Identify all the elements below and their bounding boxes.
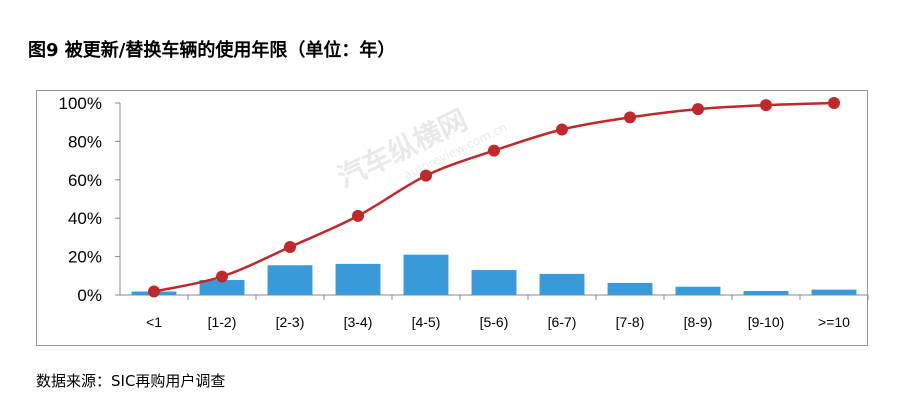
line-point [692,103,704,116]
bar [267,265,313,295]
line-point [216,270,228,283]
y-tick-label: 40% [68,209,102,228]
x-tick-label: [3-4) [344,314,373,330]
x-tick-label: <1 [146,314,162,330]
x-tick-label: [5-6) [480,314,509,330]
x-tick-label: [4-5) [412,314,441,330]
y-tick-label: 60% [68,171,102,190]
y-tick-label: 0% [77,286,102,305]
x-tick-label: [9-10) [748,314,785,330]
y-tick-label: 20% [68,248,102,267]
line-point [828,97,840,109]
bar [675,286,721,295]
data-source: 数据来源：SIC再购用户调查 [36,372,226,390]
bar [811,289,857,295]
y-tick-label: 80% [68,132,102,151]
x-tick-label: [7-8) [616,314,645,330]
x-tick-label: [8-9) [684,314,713,330]
bar [199,280,245,295]
line-point [420,169,432,182]
line-point [760,99,772,112]
line-point [556,123,568,136]
line-point [352,209,364,222]
bar [335,263,381,295]
bar [471,270,517,295]
x-tick-label: >=10 [818,314,850,330]
line-point [488,144,500,157]
line-point [624,111,636,124]
figure-title: 图9 被更新/替换车辆的使用年限（单位：年） [28,40,396,61]
x-tick-label: [6-7) [548,314,577,330]
line-point [284,241,296,253]
line-point [148,285,160,298]
cumulative-line [153,101,835,293]
bar [403,254,449,295]
chart-frame [36,90,868,346]
bar [539,273,585,295]
bar [607,282,653,295]
x-tick-label: [2-3) [276,314,305,330]
bar [743,290,789,295]
x-tick-label: [1-2) [208,314,237,330]
y-tick-label: 100% [59,94,102,113]
